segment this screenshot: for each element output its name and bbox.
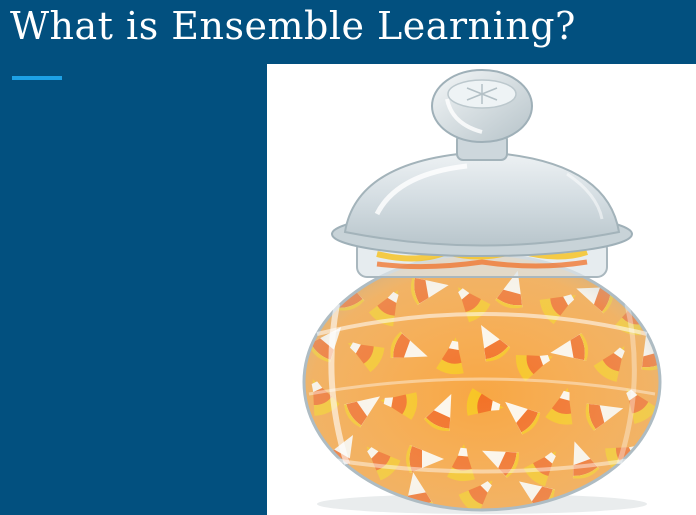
candy-jar-image	[267, 64, 696, 515]
candy-jar-illustration	[302, 69, 662, 514]
title-accent-bar	[12, 76, 62, 80]
jar-lid	[343, 150, 621, 247]
slide-title: What is Ensemble Learning?	[10, 4, 576, 48]
